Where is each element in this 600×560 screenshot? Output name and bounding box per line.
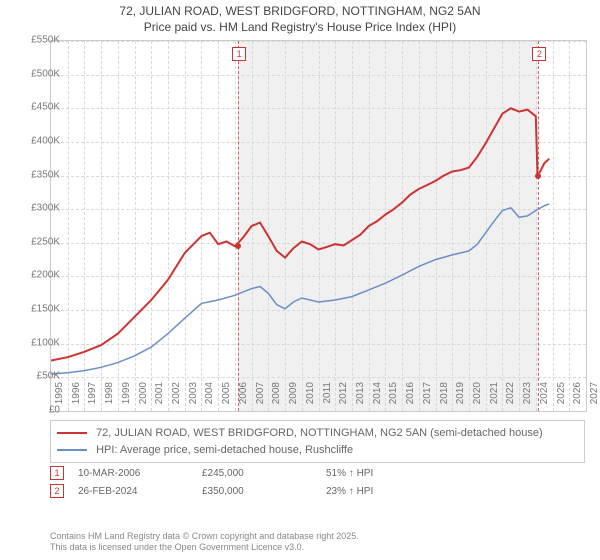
y-axis-label: £150K xyxy=(10,304,60,315)
x-axis-label: 2007 xyxy=(255,382,266,412)
x-axis-label: 1996 xyxy=(71,382,82,412)
y-axis-label: £50K xyxy=(10,371,60,382)
x-axis-label: 2024 xyxy=(539,382,550,412)
footer: Contains HM Land Registry data © Crown c… xyxy=(50,531,359,554)
event-marker-box: 2 xyxy=(50,484,64,498)
legend-item-hpi: HPI: Average price, semi-detached house,… xyxy=(57,442,578,459)
marker-dot xyxy=(235,243,241,249)
event-rows: 1 10-MAR-2006 £245,000 51% ↑ HPI 2 26-FEB-202… xyxy=(50,462,585,502)
x-axis-label: 2008 xyxy=(271,382,282,412)
legend-label-1: 72, JULIAN ROAD, WEST BRIDGFORD, NOTTING… xyxy=(96,427,543,439)
y-axis-label: £400K xyxy=(10,135,60,146)
event-price: £245,000 xyxy=(202,468,312,479)
x-axis-label: 2013 xyxy=(355,382,366,412)
event-marker-box: 1 xyxy=(50,466,64,480)
x-axis-label: 1999 xyxy=(121,382,132,412)
x-axis-label: 2019 xyxy=(455,382,466,412)
legend-item-property: 72, JULIAN ROAD, WEST BRIDGFORD, NOTTING… xyxy=(57,425,578,442)
marker-label: 1 xyxy=(232,47,246,61)
event-delta: 23% ↑ HPI xyxy=(326,486,436,497)
x-axis-label: 2006 xyxy=(238,382,249,412)
x-axis-label: 2003 xyxy=(188,382,199,412)
x-axis-label: 1995 xyxy=(54,382,65,412)
series-property xyxy=(51,108,549,360)
x-axis-label: 2014 xyxy=(372,382,383,412)
event-price: £350,000 xyxy=(202,486,312,497)
y-axis-label: £200K xyxy=(10,270,60,281)
x-axis-label: 2026 xyxy=(572,382,583,412)
x-axis-label: 2023 xyxy=(522,382,533,412)
x-axis-label: 1997 xyxy=(87,382,98,412)
event-row: 2 26-FEB-2024 £350,000 23% ↑ HPI xyxy=(50,484,585,498)
y-axis-label: £100K xyxy=(10,337,60,348)
x-axis-label: 2002 xyxy=(171,382,182,412)
x-axis-label: 2000 xyxy=(138,382,149,412)
x-axis-label: 2021 xyxy=(489,382,500,412)
x-axis-label: 2009 xyxy=(288,382,299,412)
x-axis-label: 2010 xyxy=(305,382,316,412)
event-row: 1 10-MAR-2006 £245,000 51% ↑ HPI xyxy=(50,466,585,480)
x-axis-label: 2001 xyxy=(154,382,165,412)
event-date: 10-MAR-2006 xyxy=(78,468,188,479)
x-axis-label: 2016 xyxy=(405,382,416,412)
y-axis-label: £300K xyxy=(10,203,60,214)
x-axis-label: 2012 xyxy=(338,382,349,412)
x-axis-label: 1998 xyxy=(104,382,115,412)
footer-line1: Contains HM Land Registry data © Crown c… xyxy=(50,531,359,543)
title-line1: 72, JULIAN ROAD, WEST BRIDGFORD, NOTTING… xyxy=(0,4,600,20)
legend: 72, JULIAN ROAD, WEST BRIDGFORD, NOTTING… xyxy=(50,420,585,463)
x-axis-label: 2020 xyxy=(472,382,483,412)
marker-label: 2 xyxy=(532,47,546,61)
y-axis-label: £500K xyxy=(10,68,60,79)
x-axis-label: 2022 xyxy=(505,382,516,412)
x-axis-label: 2018 xyxy=(439,382,450,412)
legend-label-2: HPI: Average price, semi-detached house,… xyxy=(96,444,353,456)
x-axis-label: 2017 xyxy=(422,382,433,412)
x-axis-label: 2015 xyxy=(388,382,399,412)
x-axis-label: 2027 xyxy=(589,382,600,412)
y-axis-label: £550K xyxy=(10,35,60,46)
y-axis-label: £0 xyxy=(10,405,60,416)
event-delta: 51% ↑ HPI xyxy=(326,468,436,479)
y-axis-label: £450K xyxy=(10,102,60,113)
x-axis-label: 2011 xyxy=(322,382,333,412)
plot-area: 12 xyxy=(50,40,587,412)
event-date: 26-FEB-2024 xyxy=(78,486,188,497)
y-axis-label: £250K xyxy=(10,236,60,247)
x-axis-label: 2004 xyxy=(204,382,215,412)
x-axis-label: 2005 xyxy=(221,382,232,412)
title-line2: Price paid vs. HM Land Registry's House … xyxy=(0,20,600,36)
series-hpi xyxy=(51,204,549,374)
y-axis-label: £350K xyxy=(10,169,60,180)
x-axis-label: 2025 xyxy=(556,382,567,412)
chart-container: 72, JULIAN ROAD, WEST BRIDGFORD, NOTTING… xyxy=(0,0,600,560)
footer-line2: This data is licensed under the Open Gov… xyxy=(50,542,359,554)
chart-title: 72, JULIAN ROAD, WEST BRIDGFORD, NOTTING… xyxy=(0,0,600,35)
marker-dot xyxy=(535,173,541,179)
